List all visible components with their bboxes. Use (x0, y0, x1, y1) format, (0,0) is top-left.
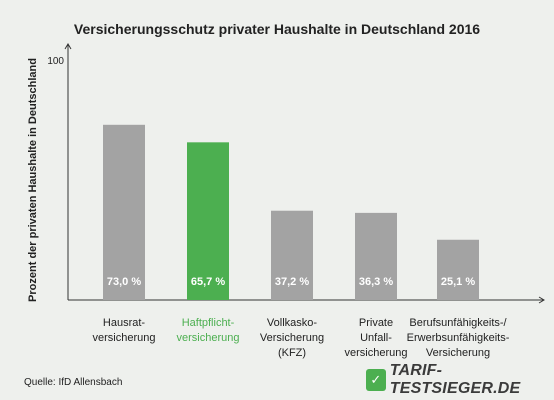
category-label-4: Private (359, 317, 393, 329)
bar-value-label-1: 73,0 % (107, 276, 141, 288)
brand-logo[interactable]: ✓ TARIF-TESTSIEGER.DE (366, 362, 554, 397)
category-label-4: versicherung (345, 347, 408, 359)
tarif-testsieger-logo-icon: ✓ (366, 369, 386, 391)
bar-value-label-2: 65,7 % (191, 276, 225, 288)
category-label-1: versicherung (93, 332, 156, 344)
source-note: Quelle: IfD Allensbach (24, 377, 123, 388)
category-label-2: versicherung (177, 332, 240, 344)
category-label-4: Unfall- (360, 332, 392, 344)
bar-1 (103, 124, 145, 300)
y-axis-arrow (64, 43, 72, 50)
bar-value-label-4: 36,3 % (359, 276, 393, 288)
category-label-2: Haftpflicht- (182, 317, 235, 329)
y-tick-label: 100 (47, 56, 64, 67)
bar-2 (187, 142, 229, 300)
bar-5 (437, 239, 479, 300)
category-label-3: Versicherung (260, 332, 324, 344)
category-label-3: (KFZ) (278, 347, 306, 359)
x-axis-arrow (538, 296, 545, 304)
bar-value-label-5: 25,1 % (441, 276, 475, 288)
category-label-5: Versicherung (426, 347, 490, 359)
category-label-3: Vollkasko- (267, 317, 317, 329)
category-label-5: Berufsunfähigkeits-/ (409, 317, 507, 329)
category-label-1: Hausrat- (103, 317, 146, 329)
brand-logo-text: TARIF-TESTSIEGER.DE (389, 362, 521, 397)
bar-value-label-3: 37,2 % (275, 276, 309, 288)
category-label-5: Erwerbsunfähigkeits- (407, 332, 510, 344)
bar-3 (271, 210, 313, 300)
chart-title: Versicherungsschutz privater Haushalte i… (73, 21, 481, 37)
bar-4 (355, 212, 397, 300)
